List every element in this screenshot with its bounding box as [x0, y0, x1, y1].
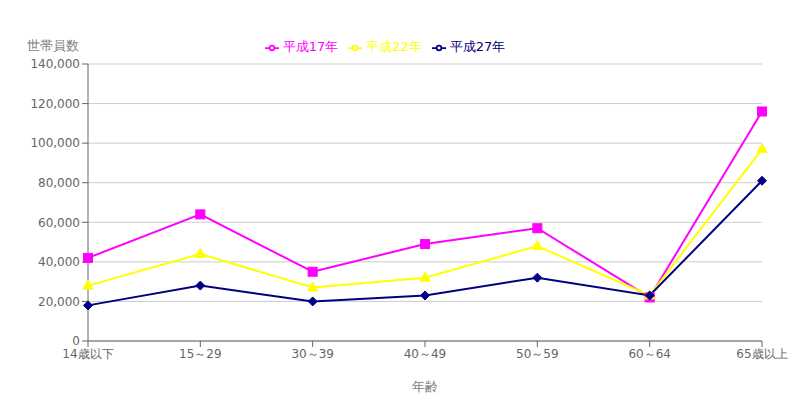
svg-text:20,000: 20,000 — [38, 295, 80, 309]
svg-text:0: 0 — [72, 334, 80, 348]
html-text:平成27年: 平成27年 — [449, 39, 506, 54]
svg-text:世帯員数: 世帯員数 — [27, 38, 79, 53]
svg-text:40,000: 40,000 — [38, 255, 80, 269]
svg-text:年齢: 年齢 — [412, 379, 438, 394]
svg-text:60,000: 60,000 — [38, 216, 80, 230]
svg-text:14歳以下: 14歳以下 — [62, 347, 113, 361]
svg-text:100,000: 100,000 — [30, 136, 80, 150]
svg-text:140,000: 140,000 — [30, 57, 80, 71]
svg-text:65歳以上: 65歳以上 — [736, 347, 787, 361]
svg-text:80,000: 80,000 — [38, 176, 80, 190]
html-text:平成17年: 平成17年 — [282, 39, 339, 54]
svg-text:60～64: 60～64 — [628, 347, 671, 361]
svg-text:15～29: 15～29 — [179, 347, 222, 361]
svg-text:50～59: 50～59 — [516, 347, 559, 361]
svg-text:120,000: 120,000 — [30, 97, 80, 111]
html-text:平成22年: 平成22年 — [366, 39, 422, 54]
svg-text:40～49: 40～49 — [404, 347, 447, 361]
svg-text:30～39: 30～39 — [291, 347, 334, 361]
